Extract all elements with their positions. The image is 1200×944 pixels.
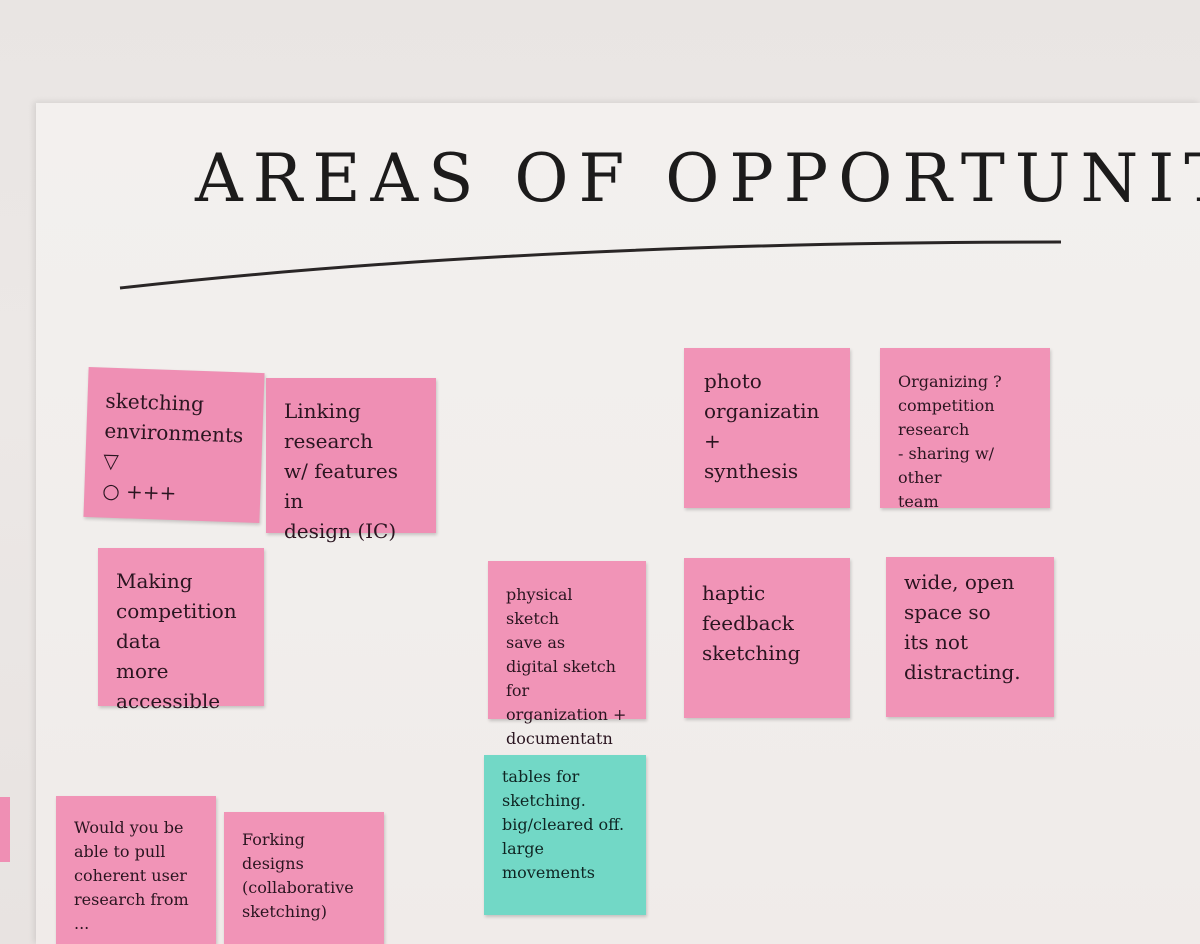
sticky-note-sketching-environments: sketching environments ▽ ○ +++	[83, 366, 265, 524]
sticky-note-making-competition-data: Making competition data more accessible	[98, 548, 264, 713]
sticky-note-organizing-competition: Organizing ? competition research - shar…	[880, 348, 1050, 511]
page-title: Areas of Opportunity	[195, 140, 1200, 217]
sticky-note-photo-organization: photo organizatin + synthesis	[684, 348, 850, 508]
partial-sticky-note-left-edge	[0, 797, 10, 862]
sticky-note-physical-sketch: physical sketch save as digital sketch f…	[488, 561, 646, 748]
title-underline	[119, 240, 1062, 290]
sticky-note-forking-designs: Forking designs (collaborative sketching…	[224, 812, 384, 944]
sticky-note-linking-research: Linking research w/ features in design (…	[266, 378, 436, 543]
sticky-note-tables-for-sketching: tables for sketching. big/cleared off. l…	[484, 755, 646, 915]
sticky-note-pull-user-research: Would you be able to pull coherent user …	[56, 796, 216, 944]
sticky-note-haptic-feedback: haptic feedback sketching	[684, 558, 850, 718]
sticky-note-wide-open-space: wide, open space so its not distracting.	[886, 557, 1054, 717]
